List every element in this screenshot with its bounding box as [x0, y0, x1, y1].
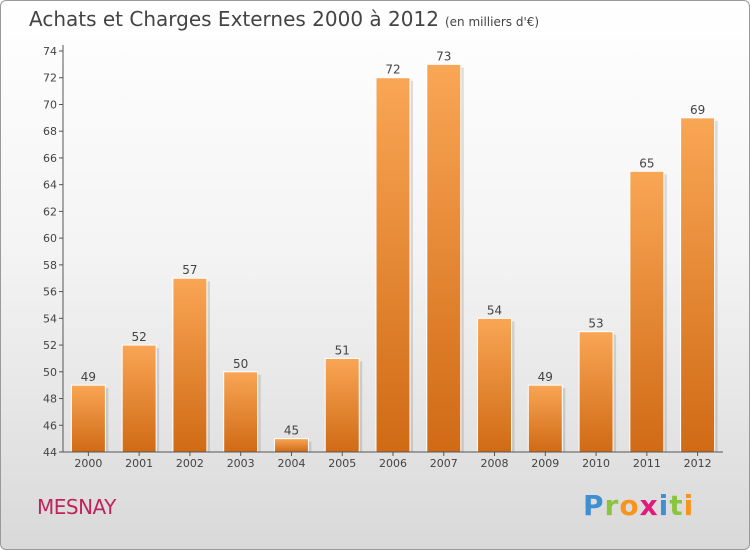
data-label-2009: 49 — [538, 370, 553, 384]
x-tick-label-2008: 2008 — [481, 457, 509, 470]
x-tick-label-2003: 2003 — [227, 457, 255, 470]
bar-2003 — [223, 371, 259, 453]
brand-logo: Proxiti — [583, 489, 694, 522]
x-tick-label-2007: 2007 — [430, 457, 458, 470]
bar-2004 — [273, 438, 309, 453]
y-tick-label-50: 50 — [43, 366, 57, 379]
y-tick-label-48: 48 — [43, 393, 57, 406]
bars-group — [70, 63, 718, 453]
chart-title-block: Achats et Charges Externes 2000 à 2012 (e… — [29, 7, 539, 31]
x-tick-label-2012: 2012 — [684, 457, 712, 470]
x-tick-label-2011: 2011 — [633, 457, 661, 470]
bar-2005 — [324, 357, 360, 453]
x-tick-label-2006: 2006 — [379, 457, 407, 470]
bar-2009 — [527, 384, 563, 453]
y-tick-label-46: 46 — [43, 419, 57, 432]
data-label-2002: 57 — [182, 263, 197, 277]
data-label-2010: 53 — [588, 317, 603, 331]
x-tick-label-2000: 2000 — [74, 457, 102, 470]
axes-group: 2000 2001 2002 2003 2004 2005 2006 2007 2008 2009… — [43, 45, 723, 470]
y-tick-label-64: 64 — [43, 179, 57, 192]
value-labels-group: 49 52 57 50 45 51 72 73 54 49 53 65 69 — [81, 49, 706, 437]
chart-title: Achats et Charges Externes 2000 à 2012 — [29, 7, 439, 31]
x-tick-label-2009: 2009 — [531, 457, 559, 470]
y-tick-label-62: 62 — [43, 205, 57, 218]
data-label-2008: 54 — [487, 303, 502, 317]
bar-2010 — [578, 331, 614, 453]
bar-2012 — [680, 117, 716, 453]
y-tick-label-56: 56 — [43, 286, 57, 299]
bar-2002 — [172, 277, 208, 453]
y-tick-label-52: 52 — [43, 339, 57, 352]
y-tick-label-68: 68 — [43, 125, 57, 138]
data-label-2001: 52 — [132, 330, 147, 344]
bar-2007 — [426, 63, 462, 453]
x-tick-label-2002: 2002 — [176, 457, 204, 470]
bar-2008 — [477, 317, 513, 453]
y-tick-label-70: 70 — [43, 98, 57, 111]
brand-letter: r — [604, 489, 620, 522]
chart-unit: (en milliers d'€) — [444, 15, 540, 29]
data-label-2003: 50 — [233, 357, 248, 371]
city-name: MESNAY — [37, 495, 116, 519]
brand-letter: P — [583, 489, 605, 522]
y-tick-label-44: 44 — [43, 446, 57, 459]
brand-letter: i — [683, 489, 695, 522]
x-tick-label-2001: 2001 — [125, 457, 153, 470]
x-tick-label-2010: 2010 — [582, 457, 610, 470]
bar-2001 — [121, 344, 157, 453]
brand-letter: x — [639, 489, 659, 522]
brand-letter: i — [658, 489, 670, 522]
data-label-2006: 72 — [385, 63, 400, 77]
data-label-2012: 69 — [690, 103, 705, 117]
bar-2006 — [375, 77, 411, 453]
x-tick-label-2004: 2004 — [277, 457, 305, 470]
y-tick-label-58: 58 — [43, 259, 57, 272]
data-label-2011: 65 — [639, 156, 654, 170]
data-label-2004: 45 — [284, 424, 299, 438]
x-tick-label-2005: 2005 — [328, 457, 356, 470]
bar-2000 — [70, 384, 106, 453]
y-tick-label-74: 74 — [43, 45, 57, 58]
bar-2011 — [629, 170, 665, 453]
data-label-2005: 51 — [335, 343, 350, 357]
y-tick-label-72: 72 — [43, 72, 57, 85]
data-label-2000: 49 — [81, 370, 96, 384]
y-tick-label-60: 60 — [43, 232, 57, 245]
y-tick-label-66: 66 — [43, 152, 57, 165]
brand-letter: t — [669, 489, 684, 522]
brand-letter: o — [619, 489, 640, 522]
data-label-2007: 73 — [436, 49, 451, 63]
y-tick-label-54: 54 — [43, 312, 57, 325]
